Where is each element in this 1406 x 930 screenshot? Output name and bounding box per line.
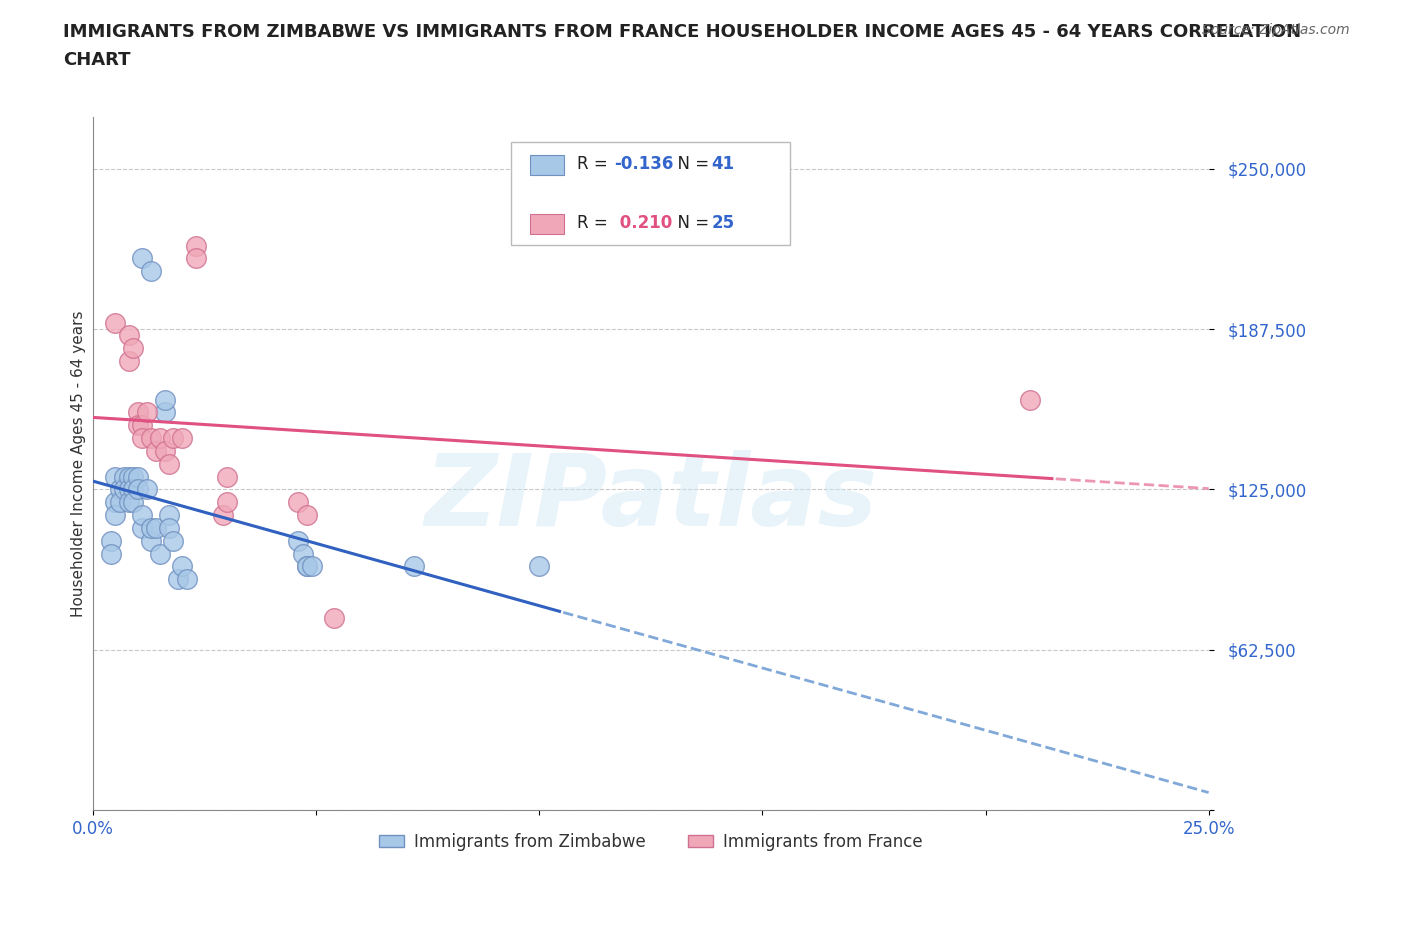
Text: 41: 41 [711,155,734,173]
Point [127,418,149,432]
Text: ZIPatlas: ZIPatlas [425,450,877,547]
Point [157,457,180,472]
Point [131,508,153,523]
Point [122,495,145,510]
Text: 25: 25 [711,214,734,232]
Legend: Immigrants from Zimbabwe, Immigrants from France: Immigrants from Zimbabwe, Immigrants fro… [373,826,929,857]
Point [127,405,149,419]
Point [149,431,172,445]
Point [323,610,346,625]
Point [184,238,207,253]
Text: R =: R = [578,214,613,232]
Point [141,264,163,279]
Point [108,495,131,510]
Point [112,469,135,484]
Point [184,251,207,266]
Point [172,559,194,574]
FancyBboxPatch shape [530,155,564,175]
Point [167,572,190,587]
Point [112,482,135,497]
Point [135,405,157,419]
Point [162,431,184,445]
Point [141,533,163,548]
Point [122,469,145,484]
Point [131,521,153,536]
Point [215,469,238,484]
Point [153,392,176,407]
Point [157,521,180,536]
Text: IMMIGRANTS FROM ZIMBABWE VS IMMIGRANTS FROM FRANCE HOUSEHOLDER INCOME AGES 45 - : IMMIGRANTS FROM ZIMBABWE VS IMMIGRANTS F… [63,23,1302,41]
Point [104,469,127,484]
Text: -0.136: -0.136 [614,155,673,173]
Text: N =: N = [666,214,714,232]
Point [131,251,153,266]
Point [287,495,309,510]
Point [127,469,149,484]
Point [404,559,426,574]
Point [118,482,141,497]
Point [291,546,314,561]
Point [215,495,238,510]
Text: Source: ZipAtlas.com: Source: ZipAtlas.com [1202,23,1350,37]
Point [122,482,145,497]
Point [118,328,141,343]
Point [297,508,319,523]
Point [297,559,319,574]
Point [127,482,149,497]
Point [104,495,127,510]
Text: N =: N = [666,155,714,173]
Point [118,353,141,368]
Point [153,405,176,419]
Point [108,482,131,497]
Point [104,508,127,523]
Point [1019,392,1042,407]
Point [287,533,309,548]
Point [118,469,141,484]
Point [145,444,167,458]
Point [118,495,141,510]
Point [529,559,551,574]
Point [297,559,319,574]
Point [104,315,127,330]
Point [122,340,145,355]
FancyBboxPatch shape [512,141,790,246]
Point [100,533,122,548]
Point [141,431,163,445]
Point [141,521,163,536]
Y-axis label: Householder Income Ages 45 - 64 years: Householder Income Ages 45 - 64 years [72,311,86,617]
Point [149,546,172,561]
Point [100,546,122,561]
Point [176,572,198,587]
Point [301,559,323,574]
Text: CHART: CHART [63,51,131,69]
Point [153,444,176,458]
Point [135,482,157,497]
Point [211,508,233,523]
Point [131,418,153,432]
Point [145,521,167,536]
Point [172,431,194,445]
Point [162,533,184,548]
Text: R =: R = [578,155,613,173]
FancyBboxPatch shape [530,214,564,233]
Point [131,431,153,445]
Text: 0.210: 0.210 [614,214,672,232]
Point [157,508,180,523]
